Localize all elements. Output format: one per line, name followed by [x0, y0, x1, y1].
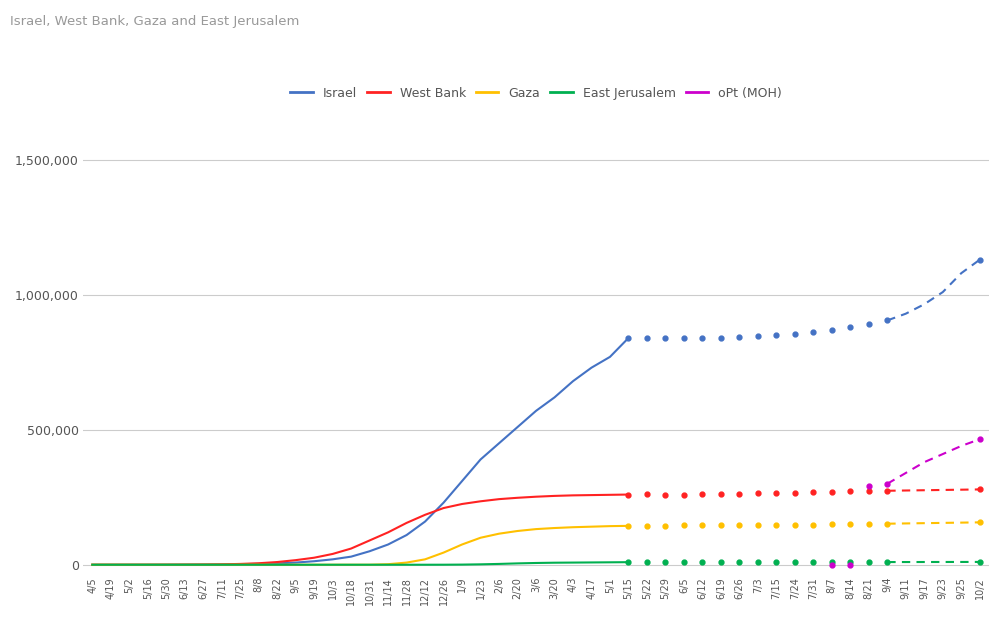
Legend: Israel, West Bank, Gaza, East Jerusalem, oPt (MOH): Israel, West Bank, Gaza, East Jerusalem,… — [285, 82, 786, 105]
Text: Israel, West Bank, Gaza and East Jerusalem: Israel, West Bank, Gaza and East Jerusal… — [10, 16, 299, 29]
